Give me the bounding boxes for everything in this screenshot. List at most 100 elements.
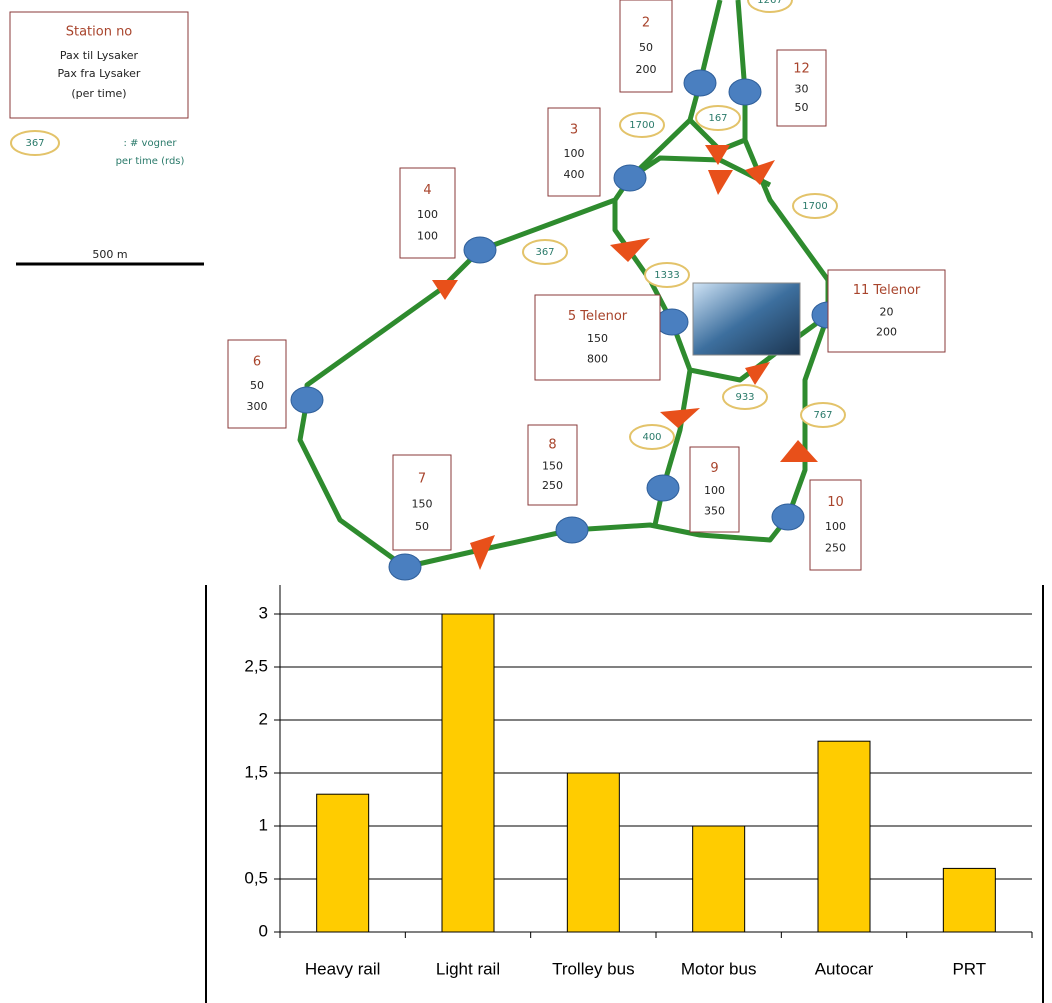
station-node <box>655 308 689 336</box>
station-to: 100 <box>825 520 846 533</box>
bar <box>566 772 620 933</box>
station-from: 200 <box>636 63 657 76</box>
station-node <box>683 69 717 97</box>
legend-text: : # vogner <box>123 138 177 149</box>
x-tick-label: Trolley bus <box>552 959 635 978</box>
station-from: 100 <box>417 229 438 242</box>
station-label: 3 <box>570 123 578 138</box>
station-label: 12 <box>793 62 810 77</box>
station-to: 150 <box>587 332 608 345</box>
legend-oval <box>10 130 60 156</box>
station-from: 300 <box>247 400 268 413</box>
legend-line: (per time) <box>71 87 126 100</box>
x-tick-label: PRT <box>952 959 986 978</box>
station-node <box>771 503 805 531</box>
station-node <box>290 386 324 414</box>
station-to: 150 <box>542 460 563 473</box>
station-label: 7 <box>418 471 426 486</box>
station-label: 8 <box>548 438 556 453</box>
station-to: 50 <box>250 379 264 392</box>
frequency-label: 933 <box>735 392 754 403</box>
frequency-label: 1267 <box>757 0 782 6</box>
y-tick-label: 2 <box>259 709 268 728</box>
station-to: 20 <box>880 306 894 319</box>
station-from: 200 <box>876 325 897 338</box>
frequency-oval <box>522 239 568 265</box>
station-box <box>619 0 673 93</box>
bar <box>316 793 370 933</box>
station-from: 250 <box>542 479 563 492</box>
station-label: 11 Telenor <box>853 283 921 298</box>
legend-box <box>9 11 189 119</box>
station-node <box>613 164 647 192</box>
station-box <box>776 49 827 127</box>
frequency-oval <box>792 193 838 219</box>
legend-line: Pax til Lysaker <box>60 49 139 62</box>
bar <box>692 825 746 933</box>
x-tick-label: Heavy rail <box>305 959 381 978</box>
frequency-label: 1700 <box>629 120 654 131</box>
arrows <box>432 145 818 570</box>
station-box <box>547 107 601 197</box>
station-box <box>399 167 456 259</box>
legend-text: per time (rds) <box>116 156 185 167</box>
frequency-label: 1333 <box>654 270 679 281</box>
station-box <box>534 294 661 381</box>
station-to: 50 <box>639 41 653 54</box>
frequency-label: 367 <box>535 247 554 258</box>
building <box>692 282 801 356</box>
legend-line: Pax fra Lysaker <box>58 67 141 80</box>
frequency-label: 400 <box>642 432 661 443</box>
station-from: 250 <box>825 541 846 554</box>
station-node <box>388 553 422 581</box>
station-to: 100 <box>704 484 725 497</box>
legend-sample: 367 <box>25 138 44 149</box>
frequency-label: 167 <box>708 113 727 124</box>
x-tick-label: Motor bus <box>681 959 757 978</box>
frequency-label: 1700 <box>802 201 827 212</box>
bar <box>441 613 495 933</box>
station-from: 50 <box>415 520 429 533</box>
station-box <box>227 339 287 429</box>
station-label: 9 <box>710 461 718 476</box>
frequency-label: 767 <box>813 410 832 421</box>
station-label: 10 <box>827 495 844 510</box>
y-tick-label: 1 <box>259 815 268 834</box>
station-node <box>463 236 497 264</box>
station-label: 5 Telenor <box>568 309 628 324</box>
station-from: 800 <box>587 353 608 366</box>
x-tick-label: Light rail <box>436 959 500 978</box>
y-tick-label: 3 <box>259 603 268 622</box>
frequency-oval <box>629 424 675 450</box>
station-node <box>728 78 762 106</box>
x-tick-label: Autocar <box>815 959 874 978</box>
frequency-oval <box>695 105 741 131</box>
frequency-oval <box>747 0 793 13</box>
station-to: 30 <box>795 83 809 96</box>
station-node <box>646 474 680 502</box>
station-box <box>689 446 740 533</box>
bar <box>942 867 996 933</box>
bar <box>817 740 871 933</box>
legend-title: Station no <box>66 25 133 40</box>
station-node <box>555 516 589 544</box>
station-from: 350 <box>704 505 725 518</box>
frequency-oval <box>800 402 846 428</box>
station-box <box>527 424 578 506</box>
station-box <box>827 269 946 353</box>
station-label: 6 <box>253 355 261 370</box>
station-box <box>809 479 862 571</box>
station-to: 100 <box>564 147 585 160</box>
frequency-oval <box>619 112 665 138</box>
station-to: 150 <box>412 497 433 510</box>
frequency-oval <box>644 262 690 288</box>
station-label: 2 <box>642 16 650 31</box>
frequency-oval <box>722 384 768 410</box>
station-from: 50 <box>795 101 809 114</box>
y-tick-label: 0 <box>259 921 268 940</box>
y-tick-label: 2,5 <box>244 656 268 675</box>
y-tick-label: 0,5 <box>244 868 268 887</box>
station-to: 100 <box>417 208 438 221</box>
station-box <box>392 454 452 551</box>
